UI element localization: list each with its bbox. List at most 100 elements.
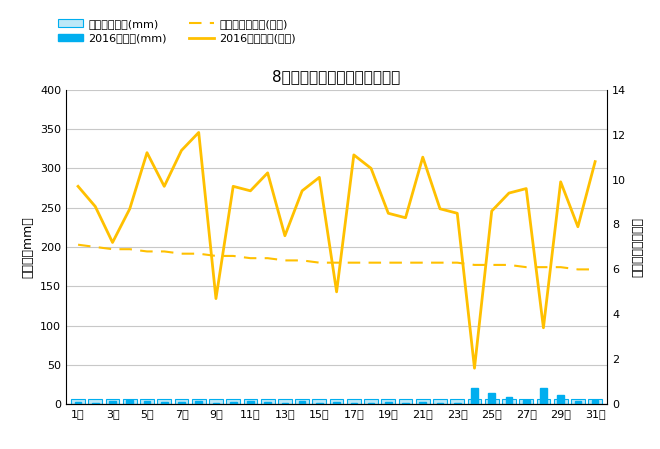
Bar bbox=[467, 400, 481, 404]
2016日照時間(時間) bbox=[74, 184, 82, 189]
日照時間平年値(時間) bbox=[574, 267, 582, 272]
日照時間平年値(時間) bbox=[264, 255, 272, 261]
日照時間平年値(時間) bbox=[401, 260, 409, 265]
Bar bbox=[161, 402, 168, 404]
Line: 日照時間平年値(時間): 日照時間平年値(時間) bbox=[78, 245, 595, 269]
日照時間平年値(時間) bbox=[436, 260, 444, 265]
日照時間平年値(時間) bbox=[246, 255, 254, 261]
日照時間平年値(時間) bbox=[229, 253, 237, 259]
2016日照時間(時間) bbox=[264, 170, 272, 176]
Bar bbox=[588, 400, 602, 404]
Bar bbox=[571, 400, 585, 404]
日照時間平年値(時間) bbox=[281, 258, 289, 263]
2016日照時間(時間) bbox=[126, 206, 134, 211]
2016日照時間(時間) bbox=[384, 211, 392, 216]
日照時間平年値(時間) bbox=[471, 262, 478, 268]
Bar bbox=[488, 393, 495, 404]
日照時間平年値(時間) bbox=[143, 249, 151, 254]
Bar bbox=[109, 401, 116, 404]
Bar bbox=[368, 403, 374, 404]
2016日照時間(時間) bbox=[178, 148, 185, 153]
2016日照時間(時間) bbox=[471, 365, 478, 371]
Bar bbox=[506, 397, 512, 404]
Bar bbox=[106, 400, 119, 404]
Bar bbox=[554, 400, 568, 404]
Bar bbox=[537, 400, 550, 404]
Bar bbox=[71, 400, 85, 404]
2016日照時間(時間) bbox=[436, 206, 444, 211]
Bar bbox=[295, 400, 309, 404]
Bar bbox=[92, 403, 98, 404]
Bar bbox=[450, 400, 464, 404]
日照時間平年値(時間) bbox=[126, 247, 134, 252]
Bar bbox=[127, 400, 133, 404]
Bar bbox=[381, 400, 395, 404]
Line: 2016日照時間(時間): 2016日照時間(時間) bbox=[78, 132, 595, 368]
Bar bbox=[244, 400, 257, 404]
Bar bbox=[140, 400, 154, 404]
日照時間平年値(時間) bbox=[298, 258, 306, 263]
日照時間平年値(時間) bbox=[91, 244, 99, 250]
日照時間平年値(時間) bbox=[419, 260, 427, 265]
Title: 8月降水量・日照時間（日別）: 8月降水量・日照時間（日別） bbox=[273, 70, 401, 84]
日照時間平年値(時間) bbox=[178, 251, 185, 256]
2016日照時間(時間) bbox=[160, 184, 168, 189]
Bar bbox=[178, 402, 185, 404]
Bar bbox=[333, 402, 340, 404]
日照時間平年値(時間) bbox=[367, 260, 375, 265]
2016日照時間(時間) bbox=[574, 224, 582, 229]
Bar bbox=[420, 402, 426, 404]
2016日照時間(時間) bbox=[195, 130, 203, 135]
2016日照時間(時間) bbox=[488, 208, 496, 214]
2016日照時間(時間) bbox=[453, 211, 461, 216]
Bar bbox=[437, 403, 444, 404]
日照時間平年値(時間) bbox=[160, 249, 168, 254]
Bar bbox=[316, 403, 323, 404]
2016日照時間(時間) bbox=[591, 159, 599, 164]
2016日照時間(時間) bbox=[91, 204, 99, 209]
Bar bbox=[299, 401, 306, 404]
日照時間平年値(時間) bbox=[505, 262, 513, 268]
Bar bbox=[575, 401, 581, 404]
日照時間平年値(時間) bbox=[333, 260, 341, 265]
Bar bbox=[592, 400, 599, 404]
Bar bbox=[175, 400, 188, 404]
Bar bbox=[123, 400, 137, 404]
Bar bbox=[454, 403, 461, 404]
Bar bbox=[88, 400, 102, 404]
2016日照時間(時間) bbox=[315, 175, 323, 180]
Bar bbox=[540, 388, 546, 404]
2016日照時間(時間) bbox=[298, 188, 306, 194]
Bar bbox=[523, 400, 529, 404]
Legend: 降水量平年値(mm), 2016降水量(mm), 日照時間平年値(時間), 2016日照時間(時間): 降水量平年値(mm), 2016降水量(mm), 日照時間平年値(時間), 20… bbox=[58, 19, 296, 44]
2016日照時間(時間) bbox=[367, 166, 375, 171]
Bar bbox=[519, 400, 533, 404]
日照時間平年値(時間) bbox=[591, 267, 599, 272]
Y-axis label: 日照時間（時間）: 日照時間（時間） bbox=[632, 217, 645, 277]
日照時間平年値(時間) bbox=[74, 242, 82, 247]
2016日照時間(時間) bbox=[350, 152, 358, 158]
2016日照時間(時間) bbox=[505, 190, 513, 196]
Bar bbox=[471, 388, 478, 404]
日照時間平年値(時間) bbox=[522, 264, 530, 270]
Bar bbox=[192, 400, 206, 404]
日照時間平年値(時間) bbox=[488, 262, 496, 268]
Bar bbox=[230, 402, 236, 404]
Bar bbox=[247, 401, 253, 404]
Bar bbox=[364, 400, 378, 404]
日照時間平年値(時間) bbox=[212, 253, 220, 259]
Bar bbox=[347, 400, 361, 404]
2016日照時間(時間) bbox=[229, 184, 237, 189]
Bar bbox=[144, 401, 150, 404]
2016日照時間(時間) bbox=[109, 240, 117, 245]
Bar bbox=[75, 402, 81, 404]
日照時間平年値(時間) bbox=[384, 260, 392, 265]
2016日照時間(時間) bbox=[246, 188, 254, 194]
Bar bbox=[157, 400, 171, 404]
Bar bbox=[226, 400, 240, 404]
日照時間平年値(時間) bbox=[453, 260, 461, 265]
Y-axis label: 降水量（mm）: 降水量（mm） bbox=[22, 216, 34, 278]
2016日照時間(時間) bbox=[212, 296, 220, 301]
Bar bbox=[213, 403, 219, 404]
Bar bbox=[312, 400, 326, 404]
